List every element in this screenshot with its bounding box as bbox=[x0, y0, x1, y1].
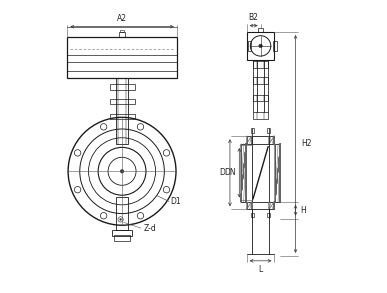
Text: B2: B2 bbox=[249, 13, 259, 23]
Text: H2: H2 bbox=[301, 139, 311, 149]
Bar bbox=[248, 41, 252, 51]
Bar bbox=[275, 144, 281, 202]
Bar bbox=[253, 112, 268, 119]
Text: DN: DN bbox=[224, 168, 236, 177]
Bar bbox=[247, 32, 274, 60]
Bar bbox=[253, 77, 268, 84]
Bar bbox=[253, 61, 268, 68]
Bar bbox=[247, 136, 274, 144]
Bar bbox=[267, 213, 271, 217]
Bar bbox=[115, 236, 130, 241]
Circle shape bbox=[259, 44, 262, 48]
Bar bbox=[116, 78, 128, 144]
Bar bbox=[251, 213, 254, 217]
Text: A2: A2 bbox=[117, 14, 127, 23]
Bar bbox=[110, 114, 135, 119]
Bar bbox=[119, 33, 125, 37]
Bar bbox=[67, 37, 177, 78]
Bar bbox=[120, 30, 124, 33]
Text: D1: D1 bbox=[170, 197, 180, 207]
Text: D: D bbox=[220, 168, 226, 177]
Bar bbox=[247, 202, 274, 209]
Bar bbox=[241, 144, 246, 202]
Bar bbox=[258, 28, 263, 32]
Text: H: H bbox=[300, 206, 306, 215]
Bar bbox=[253, 95, 268, 101]
Bar bbox=[113, 230, 132, 236]
Bar bbox=[273, 41, 277, 51]
Circle shape bbox=[120, 219, 122, 220]
Text: Z-d: Z-d bbox=[144, 224, 157, 233]
Bar bbox=[267, 128, 271, 133]
Bar bbox=[251, 128, 254, 133]
Bar bbox=[116, 197, 128, 230]
Text: L: L bbox=[259, 265, 263, 274]
Circle shape bbox=[120, 170, 124, 173]
Bar bbox=[110, 99, 135, 104]
Bar bbox=[110, 84, 135, 90]
